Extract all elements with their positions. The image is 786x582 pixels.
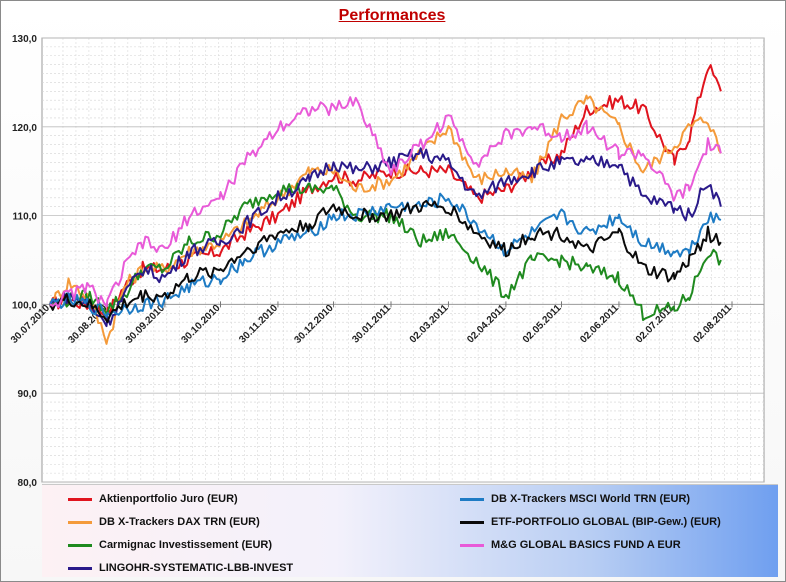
legend-item-carmignac: Carmignac Investissement (EUR) xyxy=(68,537,272,553)
series-line-5 xyxy=(49,199,722,324)
legend-swatch xyxy=(68,566,92,570)
legend-swatch xyxy=(68,520,92,524)
y-axis-ticks: 80,0 90,0 100,0 110,0 120,0 130,0 xyxy=(12,34,37,489)
series-line-3 xyxy=(49,147,722,328)
legend-label: Aktienportfolio Juro (EUR) xyxy=(99,493,238,505)
legend-item-etf-portfolio: ETF-PORTFOLIO GLOBAL (BIP-Gew.) (EUR) xyxy=(460,514,721,530)
legend-label: ETF-PORTFOLIO GLOBAL (BIP-Gew.) (EUR) xyxy=(491,516,721,528)
legend-item-mg-global-basics: M&G GLOBAL BASICS FUND A EUR xyxy=(460,537,681,553)
y-tick-label: 130,0 xyxy=(12,34,37,45)
legend-swatch xyxy=(460,497,484,501)
legend-item-msci-world: DB X-Trackers MSCI World TRN (EUR) xyxy=(460,491,690,507)
y-tick-label: 120,0 xyxy=(12,123,37,134)
y-tick-label: 80,0 xyxy=(18,478,38,489)
legend-label: DB X-Trackers DAX TRN (EUR) xyxy=(99,516,260,528)
y-tick-label: 90,0 xyxy=(18,389,38,400)
legend-label: DB X-Trackers MSCI World TRN (EUR) xyxy=(491,493,691,505)
chart-title: Performances xyxy=(338,7,446,24)
y-tick-label: 110,0 xyxy=(13,212,38,223)
legend-swatch xyxy=(460,520,484,524)
legend-label: M&G GLOBAL BASICS FUND A EUR xyxy=(491,539,681,551)
legend-item-dax: DB X-Trackers DAX TRN (EUR) xyxy=(68,514,260,530)
series-layer xyxy=(49,64,722,345)
legend-item-aktienportfolio: Aktienportfolio Juro (EUR) xyxy=(68,491,238,507)
series-line-1 xyxy=(49,94,722,345)
legend-item-lingohr: LINGOHR-SYSTEMATIC-LBB-INVEST xyxy=(68,560,293,576)
series-line-4 xyxy=(49,192,722,318)
legend-label: Carmignac Investissement (EUR) xyxy=(99,539,272,551)
legend: Aktienportfolio Juro (EUR) DB X-Trackers… xyxy=(42,484,778,577)
legend-swatch xyxy=(460,543,484,547)
legend-label: LINGOHR-SYSTEMATIC-LBB-INVEST xyxy=(99,562,294,574)
series-line-6 xyxy=(49,96,722,308)
y-tick-label: 100,0 xyxy=(12,300,37,311)
legend-swatch xyxy=(68,543,92,547)
legend-swatch xyxy=(68,497,92,501)
